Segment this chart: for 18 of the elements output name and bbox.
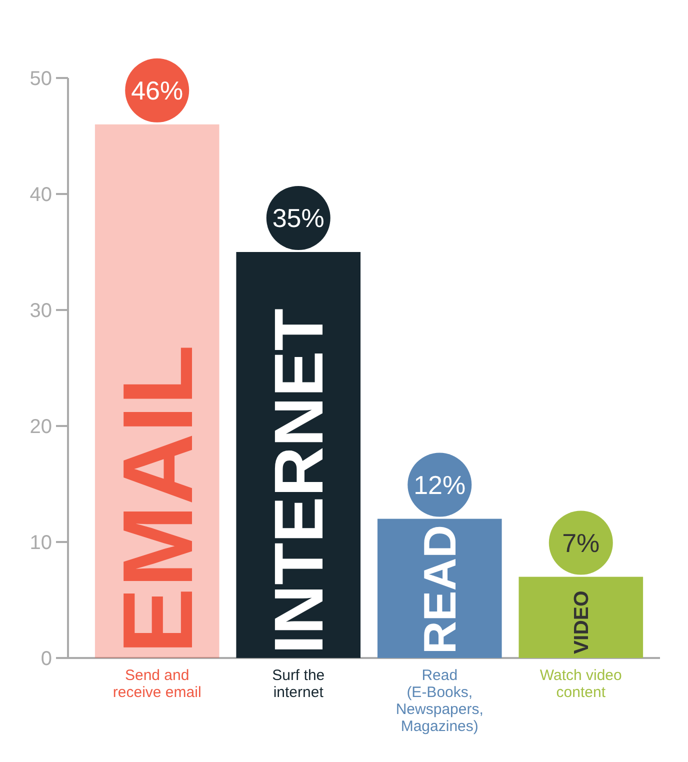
annotation: INTERNET [260, 308, 338, 654]
data-label: 46% [131, 76, 184, 106]
data-label: 7% [562, 528, 600, 558]
data-label: 35% [272, 203, 324, 234]
x-tick-label: Watch video content [540, 667, 622, 701]
annotation: EMAIL [102, 344, 214, 654]
annotation: READ [414, 524, 466, 654]
y-tick-label: 40 [30, 184, 52, 206]
y-tick-label: 50 [30, 68, 52, 90]
y-tick-label: 0 [40, 648, 52, 670]
x-tick-label: Send and receive email [112, 667, 202, 701]
x-tick-label: Read (E-Books, Newspapers, Magazines) [396, 667, 484, 735]
data-label: 12% [414, 470, 466, 500]
y-tick-label: 10 [30, 532, 52, 554]
y-tick-label: 30 [30, 300, 52, 322]
y-tick-label: 20 [30, 416, 52, 438]
annotation: VIDEO [571, 590, 594, 654]
x-tick-label: Surf the internet [272, 667, 325, 701]
